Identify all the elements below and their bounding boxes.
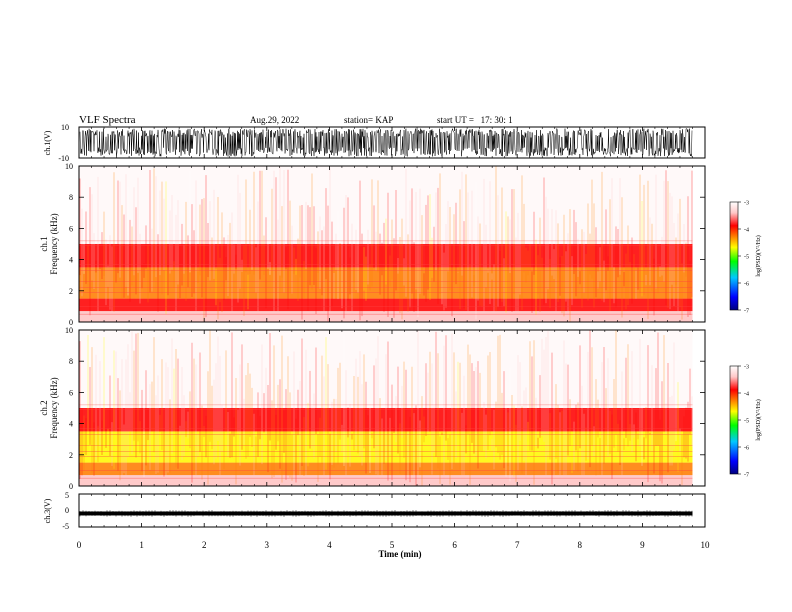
spectrogram-ytick-label: 10 xyxy=(65,162,73,171)
spectrogram-ytick-label: 8 xyxy=(69,357,73,366)
spectrogram-band-4 xyxy=(79,166,693,244)
ch1-spectrogram-image xyxy=(79,166,693,322)
x-tick-label: 1 xyxy=(139,540,144,550)
time-axis-ticks: 0 1 2 3 4 5 6 7 8 9 10 xyxy=(77,127,710,550)
ch3-waveform-panel: 5 0 -5 ch.3(V) xyxy=(43,491,706,531)
spectrogram-ytick-label: 8 xyxy=(69,193,73,202)
ch2-colorbar-gradient xyxy=(729,365,739,475)
ch3-ylabel: ch.3(V) xyxy=(43,498,52,523)
spectrogram-ytick-label: 2 xyxy=(69,451,73,460)
ch1-waveform-line xyxy=(79,127,693,158)
ch2-spectrogram-panel: 0 2 4 6 8 10 ch.2 Frequency (kHz) xyxy=(39,326,706,491)
ch1-ytick-top: 10 xyxy=(61,123,69,132)
header-station: station= KAP xyxy=(344,115,393,125)
ch2-colorbar: -3 -4 -5 -6 -7 log(PSD)(V²/Hz) xyxy=(729,365,762,479)
spectrogram-band-0 xyxy=(79,311,693,322)
colorbar-tick-label: -7 xyxy=(744,473,749,479)
spectrogram-ytick-label: 4 xyxy=(69,256,73,265)
spectrogram-band-2 xyxy=(79,431,693,463)
ch3-ytick-neg5: -5 xyxy=(62,522,69,531)
x-tick-label: 4 xyxy=(327,540,332,550)
spectrogram-ytick-label: 10 xyxy=(65,326,73,335)
x-tick-label: 10 xyxy=(701,540,711,550)
colorbar-tick-label: -6 xyxy=(744,446,749,452)
x-axis-label: Time (min) xyxy=(378,549,421,559)
spectrogram-band-3 xyxy=(79,408,693,432)
spectrogram-band-1 xyxy=(79,462,693,476)
ch1-colorbar-label: log(PSD)(V²/Hz) xyxy=(755,235,762,276)
ch1-spectrogram-ylabel-channel: ch.1 xyxy=(39,236,49,251)
ch1-spectrogram-yticks: 0 2 4 6 8 10 xyxy=(65,162,705,327)
spectrogram-band-2 xyxy=(79,267,693,299)
ch1-waveform-panel: 10 -10 ch.1(V) xyxy=(43,123,706,163)
colorbar-tick-label: -4 xyxy=(744,228,749,234)
ch2-colorbar-label: log(PSD)(V²/Hz) xyxy=(755,399,762,440)
ch1-colorbar-ticks: -3 -4 -5 -6 -7 xyxy=(738,201,749,315)
x-tick-label: 9 xyxy=(640,540,645,550)
ch3-waveform-trace xyxy=(79,509,693,517)
x-tick-label: 7 xyxy=(515,540,520,550)
ch3-ytick-0: 0 xyxy=(65,506,69,515)
colorbar-tick-label: -4 xyxy=(744,392,749,398)
spectrogram-ytick-label: 4 xyxy=(69,420,73,429)
spectrogram-band-0 xyxy=(79,475,693,486)
ch1-spectrogram-ylabel: Frequency (kHz) xyxy=(49,213,59,274)
ch2-spectrogram-ylabel: Frequency (kHz) xyxy=(49,377,59,438)
spectrogram-ytick-label: 0 xyxy=(69,482,73,491)
x-tick-label: 2 xyxy=(202,540,207,550)
ch2-spectrogram-yticks: 0 2 4 6 8 10 xyxy=(65,326,705,491)
colorbar-tick-label: -5 xyxy=(744,255,749,261)
spectrogram-band-4 xyxy=(79,330,693,408)
colorbar-tick-label: -7 xyxy=(744,309,749,315)
spectrogram-ytick-label: 0 xyxy=(69,318,73,327)
spectrogram-ytick-label: 6 xyxy=(69,388,73,397)
ch3-waveform-band xyxy=(79,511,693,516)
ch1-spectrogram-panel: 0 2 4 6 8 10 ch.1 Frequency (kHz) xyxy=(39,162,706,327)
spectrogram-band-3 xyxy=(79,244,693,268)
ch1-colorbar-gradient xyxy=(729,201,739,311)
x-tick-label: 6 xyxy=(452,540,457,550)
x-tick-label: 3 xyxy=(265,540,270,550)
x-tick-label: 0 xyxy=(77,540,82,550)
spectrogram-ytick-label: 2 xyxy=(69,287,73,296)
header-start-ut: start UT = 17: 30: 1 xyxy=(437,115,513,125)
header-date: Aug.29, 2022 xyxy=(250,115,299,125)
colorbar-tick-label: -5 xyxy=(744,419,749,425)
x-tick-label: 8 xyxy=(578,540,583,550)
colorbar-tick-label: -3 xyxy=(744,201,749,207)
ch1-ytick-bottom: -10 xyxy=(58,154,69,163)
ch2-spectrogram-image xyxy=(79,330,693,486)
colorbar-tick-label: -3 xyxy=(744,365,749,371)
ch1-ylabel: ch.1(V) xyxy=(43,130,52,155)
ch3-ytick-5: 5 xyxy=(65,491,69,500)
ch1-waveform-trace xyxy=(79,127,693,158)
colorbar-tick-label: -6 xyxy=(744,282,749,288)
ch1-colorbar: -3 -4 -5 -6 -7 log(PSD)(V²/Hz) xyxy=(729,201,762,315)
ch2-colorbar-ticks: -3 -4 -5 -6 -7 xyxy=(738,365,749,479)
figure-title: VLF Spectra xyxy=(79,114,136,126)
spectrogram-band-1 xyxy=(79,298,693,312)
spectrogram-ytick-label: 6 xyxy=(69,224,73,233)
x-tick-label: 5 xyxy=(390,540,395,550)
ch2-spectrogram-ylabel-channel: ch.2 xyxy=(39,400,49,415)
